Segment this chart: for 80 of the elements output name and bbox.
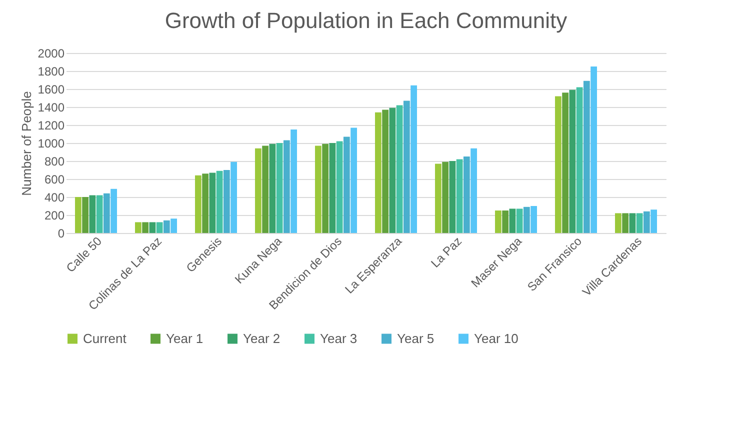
bar bbox=[622, 213, 629, 233]
bar bbox=[315, 146, 322, 233]
bar bbox=[530, 206, 537, 233]
bar bbox=[470, 148, 477, 233]
bar bbox=[643, 211, 650, 233]
bar bbox=[382, 110, 389, 233]
y-tick-label: 2000 bbox=[38, 46, 65, 60]
bar bbox=[89, 195, 96, 233]
bar bbox=[322, 144, 329, 233]
bar bbox=[523, 206, 530, 233]
bar bbox=[96, 195, 103, 233]
legend-label: Year 5 bbox=[397, 330, 434, 346]
y-tick-label: 0 bbox=[58, 226, 65, 240]
bar bbox=[463, 156, 470, 233]
bar bbox=[103, 193, 110, 233]
y-tick-label: 600 bbox=[44, 172, 65, 186]
bar bbox=[149, 222, 156, 233]
bar bbox=[255, 148, 262, 233]
bar bbox=[410, 85, 417, 233]
bar bbox=[583, 80, 590, 233]
bar bbox=[495, 210, 502, 233]
bar bbox=[343, 136, 350, 233]
bar bbox=[195, 175, 202, 233]
bar bbox=[396, 105, 403, 233]
y-tick-label: 1800 bbox=[38, 64, 65, 78]
chart-title: Growth of Population in Each Community bbox=[164, 8, 568, 33]
bar bbox=[562, 92, 569, 233]
bar bbox=[269, 144, 276, 233]
y-tick-label: 1200 bbox=[38, 118, 65, 132]
legend-label: Year 3 bbox=[320, 330, 358, 346]
bar bbox=[276, 143, 283, 233]
bar bbox=[516, 208, 523, 233]
y-axis-title: Number of People bbox=[18, 91, 34, 196]
bar bbox=[590, 66, 597, 233]
bar bbox=[262, 146, 269, 233]
x-tick-label: La Paz bbox=[428, 234, 464, 270]
y-tick-label: 200 bbox=[44, 208, 65, 222]
bar bbox=[502, 210, 509, 233]
bar bbox=[650, 210, 657, 233]
y-tick-label: 1000 bbox=[38, 136, 65, 150]
y-tick-label: 1600 bbox=[38, 82, 65, 96]
bar bbox=[350, 128, 357, 233]
bar bbox=[435, 164, 442, 233]
bar bbox=[216, 170, 223, 233]
legend-label: Year 1 bbox=[166, 330, 204, 346]
bar bbox=[110, 188, 117, 233]
bar bbox=[629, 213, 636, 233]
bar bbox=[82, 197, 89, 233]
bar bbox=[142, 222, 149, 233]
bar bbox=[329, 143, 336, 233]
bar bbox=[156, 222, 163, 233]
bar bbox=[283, 140, 290, 233]
bar bbox=[290, 130, 297, 233]
bar bbox=[576, 87, 583, 233]
bar bbox=[170, 218, 177, 233]
bar bbox=[202, 174, 209, 233]
bar bbox=[555, 96, 562, 233]
bar bbox=[230, 162, 237, 233]
bar bbox=[389, 108, 396, 233]
legend-label: Current bbox=[83, 330, 127, 346]
y-tick-label: 1400 bbox=[38, 100, 65, 114]
bar bbox=[336, 141, 343, 233]
bar bbox=[375, 112, 382, 233]
legend-label: Year 10 bbox=[474, 330, 518, 346]
bar bbox=[75, 197, 82, 233]
y-tick-label: 400 bbox=[44, 190, 65, 204]
bar bbox=[223, 170, 230, 233]
y-tick-label: 800 bbox=[44, 154, 65, 168]
bar bbox=[636, 213, 643, 233]
bar bbox=[569, 90, 576, 233]
bar bbox=[163, 220, 170, 233]
bar bbox=[615, 213, 622, 233]
bar bbox=[209, 172, 216, 233]
bar bbox=[442, 162, 449, 233]
bar bbox=[135, 222, 142, 233]
bar bbox=[456, 159, 463, 233]
bar bbox=[403, 100, 410, 233]
bar bbox=[449, 161, 456, 233]
legend-label: Year 2 bbox=[243, 330, 280, 346]
bar bbox=[509, 208, 516, 233]
